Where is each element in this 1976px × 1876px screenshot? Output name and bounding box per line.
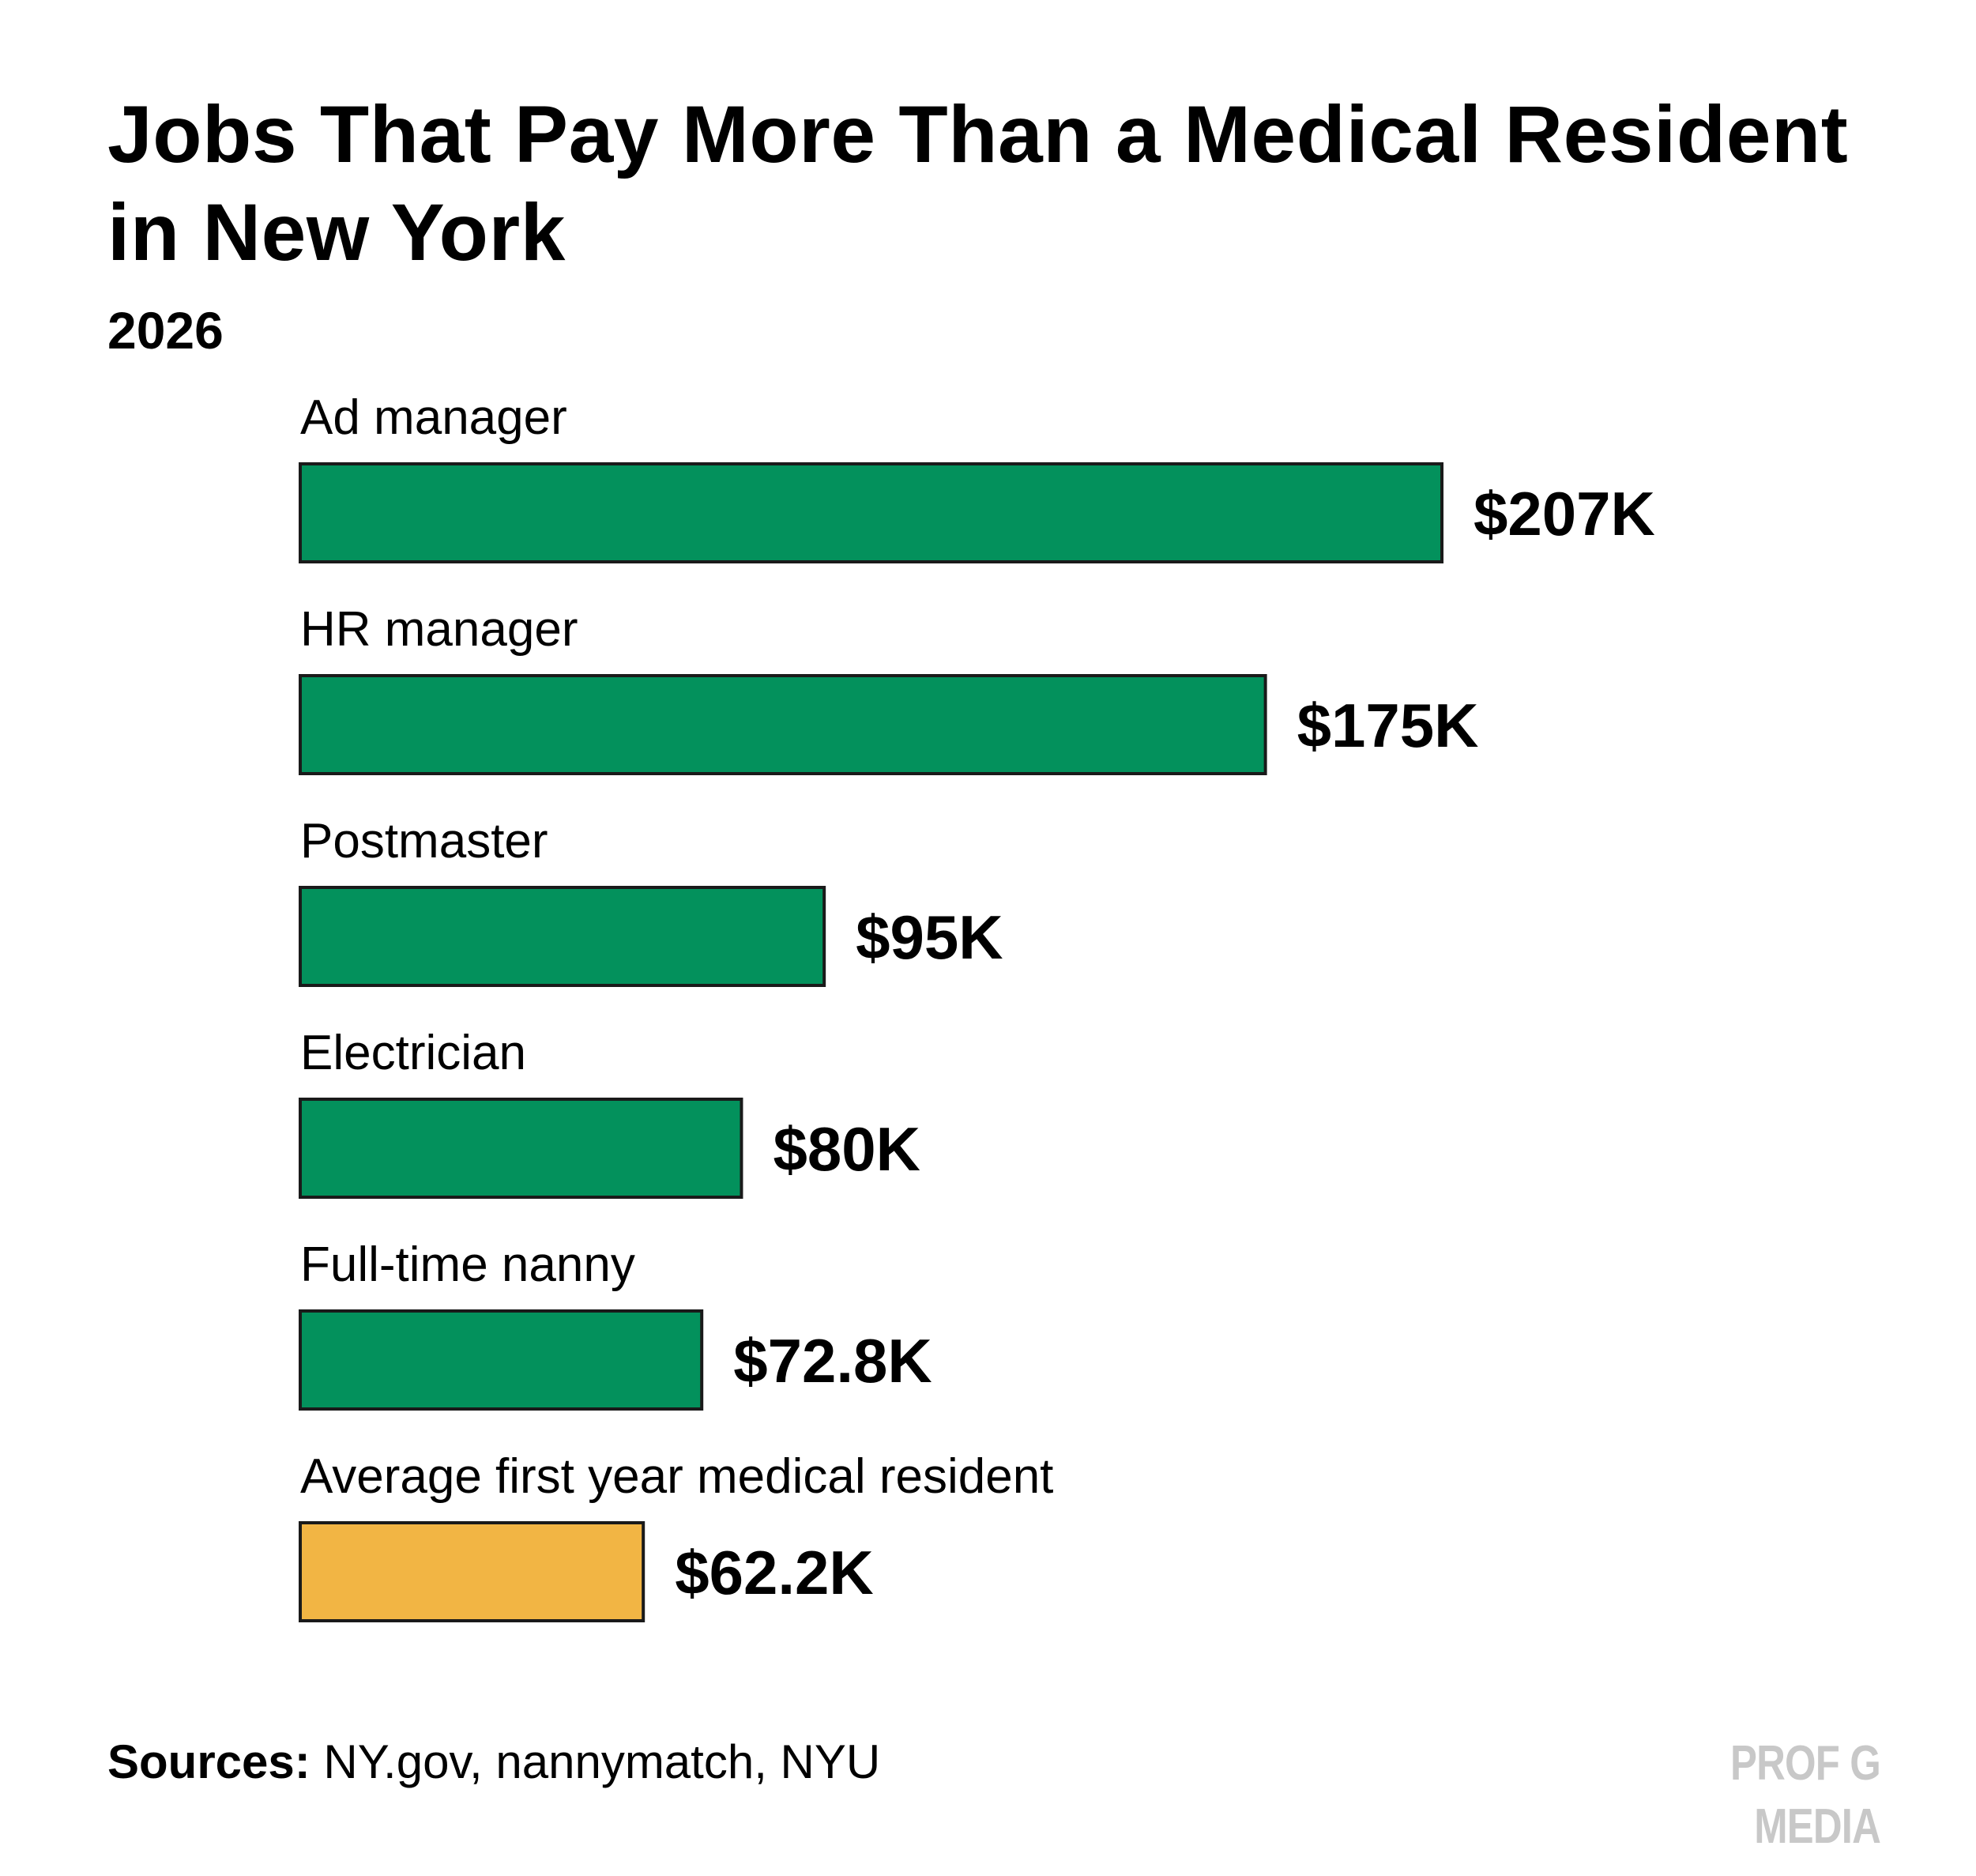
category-label: Full-time nanny bbox=[300, 1237, 635, 1292]
bar bbox=[299, 1309, 704, 1411]
value-label: $72.8K bbox=[733, 1326, 932, 1396]
value-label: $95K bbox=[856, 902, 1003, 972]
sources-note: Sources: NY.gov, nannymatch, NYU bbox=[107, 1731, 880, 1794]
value-label: $207K bbox=[1474, 479, 1655, 548]
category-label: HR manager bbox=[300, 602, 578, 657]
brand-logo: PROF G MEDIA bbox=[1730, 1736, 1881, 1854]
bar bbox=[299, 1521, 645, 1622]
sources-text: NY.gov, nannymatch, NYU bbox=[310, 1735, 881, 1788]
bar bbox=[299, 462, 1443, 563]
bar bbox=[299, 886, 826, 987]
chart-subtitle: 2026 bbox=[107, 301, 224, 360]
category-label: Average first year medical resident bbox=[300, 1449, 1053, 1504]
bar bbox=[299, 1098, 743, 1199]
category-label: Ad manager bbox=[300, 390, 567, 445]
value-label: $62.2K bbox=[675, 1538, 874, 1607]
value-label: $80K bbox=[773, 1114, 920, 1184]
value-label: $175K bbox=[1297, 691, 1479, 760]
category-label: Electrician bbox=[300, 1026, 526, 1080]
category-label: Postmaster bbox=[300, 814, 548, 868]
sources-label: Sources: bbox=[107, 1735, 311, 1788]
chart-title: Jobs That Pay More Than a Medical Reside… bbox=[107, 89, 1849, 277]
bar bbox=[299, 674, 1267, 775]
